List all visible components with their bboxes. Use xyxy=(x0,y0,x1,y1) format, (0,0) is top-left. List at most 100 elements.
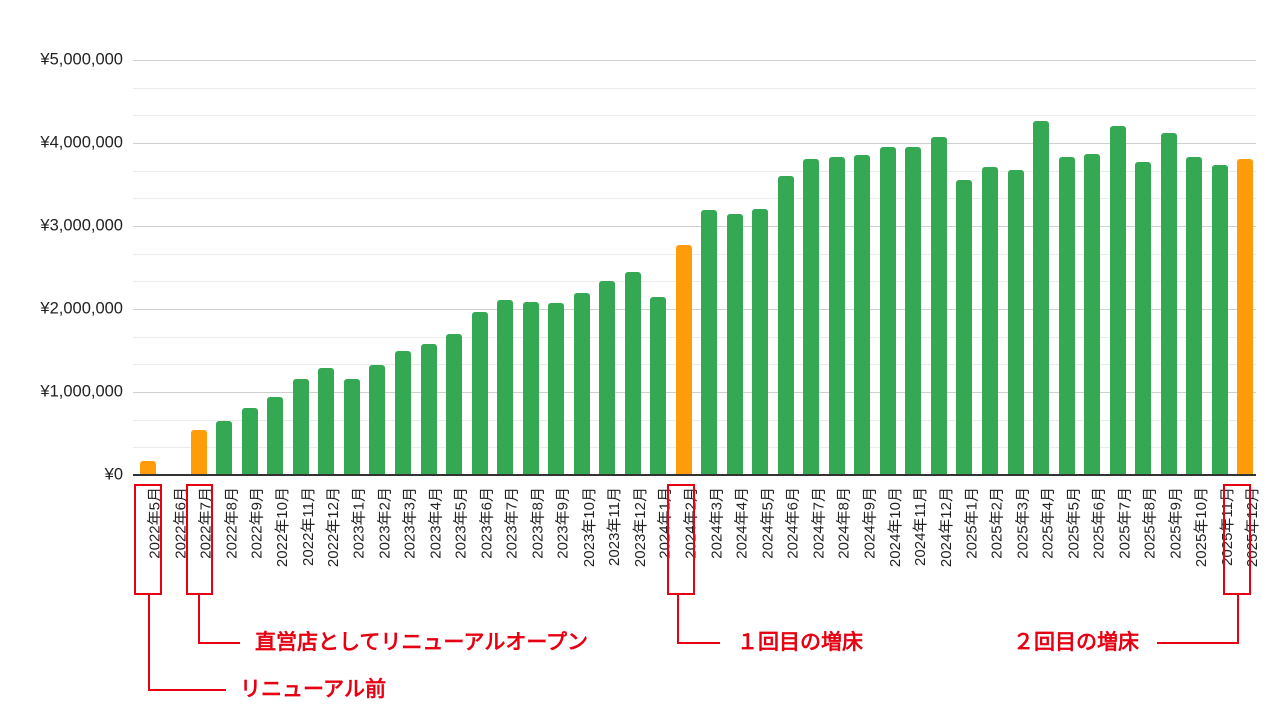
bar-2023年10月 xyxy=(573,293,590,475)
connector-line xyxy=(198,595,200,644)
bar-2024年9月 xyxy=(854,154,871,475)
x-tick-label: 2023年2月 xyxy=(376,487,394,559)
bar-2023年11月 xyxy=(599,280,616,475)
bar-2025年1月 xyxy=(956,180,973,475)
bar-2025年12月 xyxy=(1237,158,1254,475)
x-tick-label: 2023年6月 xyxy=(478,487,496,559)
bar-2025年8月 xyxy=(1135,162,1152,475)
x-tick-label: 2024年7月 xyxy=(810,487,828,559)
x-tick-label: 2025年6月 xyxy=(1091,487,1109,559)
x-tick-label: 2023年5月 xyxy=(453,487,471,559)
minor-gridline xyxy=(133,171,1256,172)
x-tick-label: 2023年3月 xyxy=(401,487,419,559)
annotation-renewal-open: 直営店としてリニューアルオープン xyxy=(255,631,589,654)
y-tick-label: ¥1,000,000 xyxy=(40,382,123,401)
y-tick-label: ¥2,000,000 xyxy=(40,299,123,318)
annotation-second-expansion: ２回目の増床 xyxy=(1013,631,1139,654)
y-tick-label: ¥3,000,000 xyxy=(40,216,123,235)
x-tick-label: 2024年8月 xyxy=(835,487,853,559)
highlight-box-2022-07 xyxy=(186,484,213,595)
x-tick-label: 2022年12月 xyxy=(325,487,343,568)
highlight-box-2024-02 xyxy=(667,484,695,595)
bar-2024年11月 xyxy=(905,147,922,475)
connector-line xyxy=(1157,642,1239,644)
bar-2022年8月 xyxy=(216,421,233,475)
bar-2024年5月 xyxy=(752,208,769,475)
bar-2025年4月 xyxy=(1033,121,1050,475)
bar-2025年6月 xyxy=(1084,153,1101,475)
x-tick-label: 2023年11月 xyxy=(606,487,624,566)
bar-2023年4月 xyxy=(420,343,437,475)
bar-2024年12月 xyxy=(930,137,947,475)
x-axis-line xyxy=(133,474,1256,476)
annotation-before-renewal: リニューアル前 xyxy=(240,678,386,701)
x-tick-label: 2024年11月 xyxy=(912,487,930,566)
bar-2025年3月 xyxy=(1007,169,1024,475)
bar-2024年3月 xyxy=(701,210,718,475)
x-tick-label: 2024年5月 xyxy=(759,487,777,559)
x-tick-label: 2025年11月 xyxy=(1218,487,1236,566)
highlight-box-2025-12 xyxy=(1223,484,1251,595)
x-tick-label: 2023年12月 xyxy=(631,487,649,568)
major-gridline xyxy=(133,143,1256,144)
y-tick-label: ¥4,000,000 xyxy=(40,133,123,152)
bar-2025年11月 xyxy=(1211,164,1228,475)
x-tick-label: 2025年3月 xyxy=(1014,487,1032,559)
x-tick-label: 2023年10月 xyxy=(580,487,598,568)
x-tick-label: 2025年8月 xyxy=(1142,487,1160,559)
minor-gridline xyxy=(133,364,1256,365)
bar-2025年9月 xyxy=(1160,133,1177,475)
x-tick-label: 2022年10月 xyxy=(274,487,292,568)
connector-line xyxy=(148,689,226,691)
x-tick-label: 2025年5月 xyxy=(1065,487,1083,559)
x-tick-label: 2025年9月 xyxy=(1167,487,1185,559)
x-tick-label: 2024年10月 xyxy=(886,487,904,568)
bar-2024年2月 xyxy=(675,245,692,475)
minor-gridline xyxy=(133,337,1256,338)
bar-2024年7月 xyxy=(803,158,820,475)
annotation-first-expansion: １回目の増床 xyxy=(737,631,863,654)
x-tick-label: 2024年12月 xyxy=(937,487,955,568)
bar-2022年7月 xyxy=(190,430,207,475)
bar-2022年5月 xyxy=(139,460,156,475)
bar-2024年1月 xyxy=(650,296,667,475)
x-tick-label: 2023年9月 xyxy=(555,487,573,559)
x-tick-label: 2025年2月 xyxy=(989,487,1006,559)
minor-gridline xyxy=(133,115,1256,116)
connector-line xyxy=(1237,595,1239,644)
connector-line xyxy=(198,642,240,644)
bar-2023年7月 xyxy=(497,299,514,475)
x-tick-label: 2022年11月 xyxy=(299,487,317,566)
bar-2024年8月 xyxy=(828,157,845,475)
x-tick-label: 2025年4月 xyxy=(1040,487,1058,559)
connector-line xyxy=(677,642,720,644)
minor-gridline xyxy=(133,420,1256,421)
bar-2023年9月 xyxy=(548,303,565,475)
minor-gridline xyxy=(133,447,1256,448)
major-gridline xyxy=(133,392,1256,393)
bar-2024年4月 xyxy=(726,214,743,475)
x-tick-label: 2023年8月 xyxy=(529,487,547,559)
x-tick-label: 2023年7月 xyxy=(504,487,522,559)
major-gridline xyxy=(133,60,1256,61)
major-gridline xyxy=(133,309,1256,310)
x-tick-label: 2024年6月 xyxy=(784,487,802,559)
bar-2024年6月 xyxy=(777,176,794,475)
bar-2022年11月 xyxy=(292,378,309,475)
x-tick-label: 2024年9月 xyxy=(861,487,879,559)
bar-2023年6月 xyxy=(471,312,488,475)
minor-gridline xyxy=(133,88,1256,89)
minor-gridline xyxy=(133,198,1256,199)
bar-2023年5月 xyxy=(446,333,463,475)
bar-2022年10月 xyxy=(267,396,284,475)
x-tick-label: 2024年1月 xyxy=(657,487,675,559)
bar-2023年1月 xyxy=(343,378,360,475)
bar-2023年3月 xyxy=(394,351,411,475)
bar-2022年9月 xyxy=(241,407,258,475)
highlight-box-2022-05 xyxy=(134,484,162,595)
x-tick-label: 2023年1月 xyxy=(350,487,368,559)
major-gridline xyxy=(133,226,1256,227)
bar-2025年10月 xyxy=(1186,157,1203,475)
y-tick-label: ¥5,000,000 xyxy=(40,50,123,69)
x-tick-label: 2022年9月 xyxy=(248,487,266,559)
